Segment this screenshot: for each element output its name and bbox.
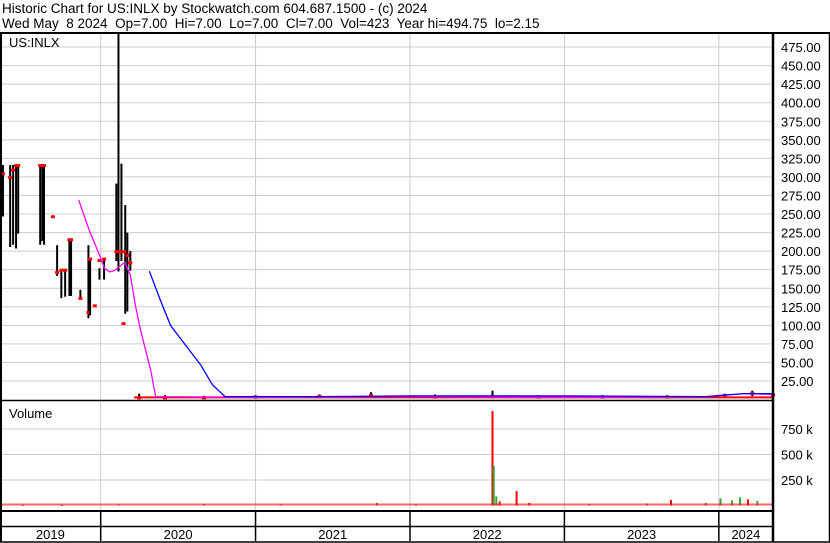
volume-bar bbox=[756, 500, 759, 506]
volume-bar bbox=[730, 500, 733, 506]
year-label: 2024 bbox=[731, 527, 760, 542]
close-tick bbox=[0, 172, 5, 176]
volume-tick-label: 250 k bbox=[781, 473, 813, 488]
volume-bar bbox=[719, 498, 722, 506]
axis-labels: 25.00 50.00 75.00 100.00 125.00 150.00 175.00 2… bbox=[36, 40, 821, 542]
close-tick bbox=[86, 311, 91, 315]
close-tick bbox=[11, 168, 16, 172]
price-tick-label: 100.00 bbox=[781, 318, 821, 333]
chart-frame bbox=[0, 32, 830, 543]
price-tick-label: 400.00 bbox=[781, 96, 821, 111]
close-tick bbox=[50, 215, 55, 219]
price-tick-label: 450.00 bbox=[781, 59, 821, 74]
close-tick bbox=[14, 164, 19, 168]
close-tick bbox=[42, 164, 47, 168]
volume-bar bbox=[738, 497, 741, 506]
volume-bars bbox=[0, 411, 774, 507]
close-tick bbox=[123, 250, 128, 254]
volume-bar bbox=[515, 491, 518, 506]
year-label: 2020 bbox=[164, 527, 193, 542]
year-label: 2023 bbox=[627, 527, 656, 542]
close-tick bbox=[92, 304, 97, 308]
quote-line: Wed May 8 2024 Op=7.00 Hi=7.00 Lo=7.00 C… bbox=[2, 16, 540, 31]
price-tick-label: 275.00 bbox=[781, 188, 821, 203]
close-tick bbox=[114, 250, 119, 254]
close-tick bbox=[116, 250, 121, 254]
price-tick-label: 175.00 bbox=[781, 263, 821, 278]
price-tick-label: 350.00 bbox=[781, 133, 821, 148]
close-tick bbox=[78, 296, 83, 300]
year-label: 2021 bbox=[318, 527, 347, 542]
price-tick-label: 150.00 bbox=[781, 281, 821, 296]
volume-bar bbox=[495, 496, 498, 506]
close-tick bbox=[69, 238, 74, 242]
moving-averages bbox=[78, 199, 774, 399]
grid-lines bbox=[0, 33, 773, 511]
volume-panel-title: Volume bbox=[9, 406, 52, 421]
price-tick-label: 475.00 bbox=[781, 40, 821, 55]
close-tick bbox=[16, 164, 21, 168]
price-tick-label: 225.00 bbox=[781, 226, 821, 241]
ma-long-line bbox=[148, 270, 773, 398]
symbol-label: US:INLX bbox=[9, 35, 60, 50]
close-tick bbox=[119, 250, 124, 254]
volume-bar bbox=[670, 499, 673, 506]
close-tick bbox=[121, 322, 126, 326]
price-tick-label: 125.00 bbox=[781, 300, 821, 315]
price-tick-label: 50.00 bbox=[781, 355, 814, 370]
price-tick-label: 300.00 bbox=[781, 170, 821, 185]
price-tick-label: 75.00 bbox=[781, 337, 814, 352]
volume-bar bbox=[498, 501, 501, 506]
volume-bar bbox=[491, 411, 494, 506]
close-tick bbox=[59, 268, 64, 272]
ma-short-line bbox=[78, 199, 774, 399]
price-tick-label: 200.00 bbox=[781, 244, 821, 259]
close-tick bbox=[8, 175, 13, 179]
close-tick bbox=[128, 261, 133, 265]
close-tick bbox=[63, 268, 68, 272]
close-tick bbox=[55, 270, 60, 274]
year-label: 2019 bbox=[36, 527, 65, 542]
price-tick-label: 325.00 bbox=[781, 151, 821, 166]
price-tick-label: 375.00 bbox=[781, 114, 821, 129]
price-tick-label: 25.00 bbox=[781, 374, 814, 389]
close-tick bbox=[125, 253, 130, 257]
volume-bar bbox=[492, 466, 495, 506]
year-label: 2022 bbox=[473, 527, 502, 542]
volume-bar bbox=[747, 499, 750, 506]
volume-tick-label: 750 k bbox=[781, 422, 813, 437]
close-tick bbox=[88, 257, 93, 261]
close-tick bbox=[102, 257, 107, 261]
price-tick-label: 425.00 bbox=[781, 77, 821, 92]
volume-tick-label: 500 k bbox=[781, 448, 813, 463]
price-tick-label: 250.00 bbox=[781, 207, 821, 222]
close-tick bbox=[38, 164, 43, 168]
chart-title: Historic Chart for US:INLX by Stockwatch… bbox=[2, 1, 428, 16]
close-tick bbox=[97, 259, 102, 263]
